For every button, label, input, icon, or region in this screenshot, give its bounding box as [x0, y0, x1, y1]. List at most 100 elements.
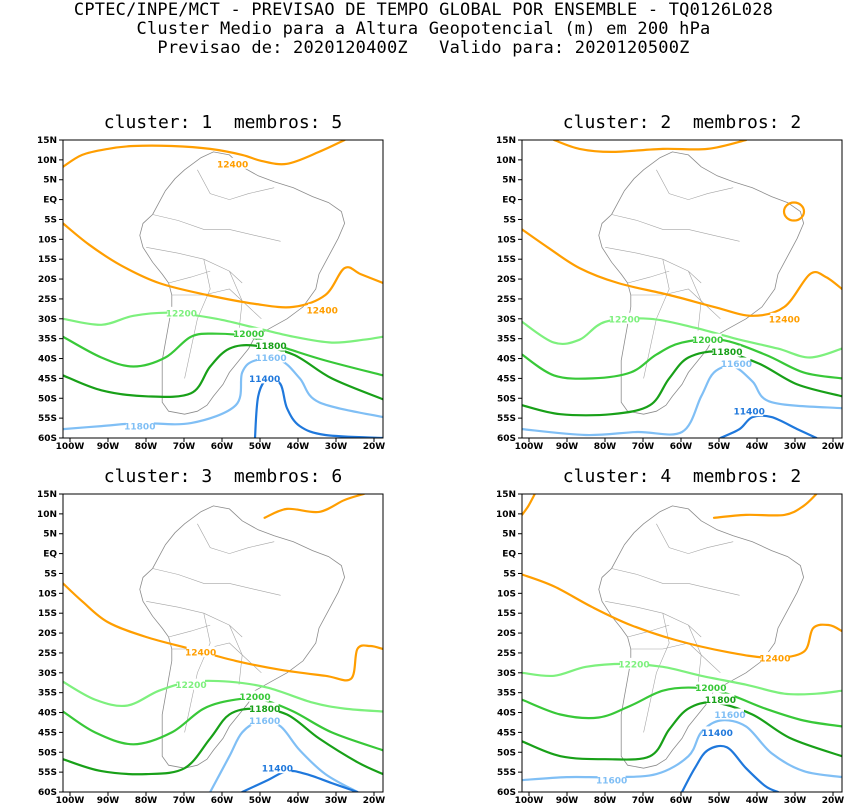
map-svg: 12400 12200 12000 11800 11600 11400 15N 10N 5N EQ… — [37, 490, 385, 803]
contour-label: 11800 — [249, 705, 280, 715]
contour-11800 — [63, 707, 383, 776]
contour-label-bg — [703, 726, 732, 738]
contour-label-bg — [760, 651, 789, 663]
lat-label: 5N — [502, 176, 516, 186]
contour-label: 11800 — [711, 348, 742, 358]
contour-11400 — [253, 376, 383, 438]
contour-label: 12000 — [692, 336, 723, 346]
contour-11600 — [63, 357, 383, 431]
contour-label-bg — [167, 306, 196, 318]
contour-label-bg — [308, 303, 337, 315]
lon-label: 40W — [287, 796, 310, 803]
lat-label: EQ — [502, 550, 516, 560]
lat-label: 30S — [38, 669, 57, 679]
panel-title: cluster: 4 membros: 2 — [562, 466, 802, 487]
coastline — [598, 151, 805, 415]
country-border — [229, 624, 243, 685]
contour-label: 11800 — [705, 696, 736, 706]
lon-label: 100W — [56, 796, 85, 803]
contour-label-bg — [597, 774, 626, 786]
lon-label: 60W — [670, 796, 693, 803]
contour-11400 — [241, 769, 359, 792]
lat-label: 30S — [497, 315, 516, 325]
contour-label-bg — [735, 405, 764, 417]
contour-label-bg — [706, 693, 735, 705]
lon-label: 80W — [594, 796, 617, 803]
lat-label: 45S — [497, 728, 516, 738]
lat-label: 20S — [497, 275, 516, 285]
cluster-map-panel: 12400 12200 12000 11800 11600 11400 15N 10N 5N EQ… — [37, 490, 385, 803]
contour-12400 — [712, 494, 818, 519]
cluster-map-panel: 12400 12200 12000 11800 11600 11400 11600 15N 10… — [496, 490, 844, 803]
contour-11600 — [522, 365, 842, 437]
lat-label: 40S — [497, 355, 516, 365]
contour-label: 11600 — [596, 777, 627, 787]
country-border — [630, 288, 721, 320]
lat-label: 15S — [38, 255, 57, 265]
lon-label: 30W — [325, 442, 348, 452]
lat-label: 10S — [38, 589, 57, 599]
coastline — [598, 505, 805, 769]
lon-label: 90W — [556, 442, 579, 452]
contour-label-bg — [234, 327, 263, 339]
lon-label: 50W — [708, 442, 731, 452]
lat-label: 5N — [43, 176, 57, 186]
lon-label: 70W — [632, 796, 655, 803]
lat-label: 20S — [38, 629, 57, 639]
country-border — [656, 169, 734, 200]
contour-12200 — [63, 311, 383, 344]
lon-label: 40W — [287, 442, 310, 452]
lat-label: 50S — [497, 748, 516, 758]
cluster-map-panel: 12400 12400 12200 12000 11800 11600 11400 11800… — [37, 136, 385, 452]
lat-label: 60S — [497, 788, 516, 798]
contour-label-bg — [250, 702, 279, 714]
lon-label: 50W — [708, 796, 731, 803]
lon-label: 70W — [632, 442, 655, 452]
contour-label-bg — [125, 420, 154, 432]
contour-12400 — [63, 582, 383, 682]
lat-label: 55S — [38, 768, 57, 778]
contour-label: 11400 — [249, 375, 280, 385]
contour-11600 — [209, 719, 359, 792]
lat-label: 20S — [38, 275, 57, 285]
country-border — [197, 169, 275, 200]
lat-label: 25S — [497, 295, 516, 305]
lon-label: 50W — [249, 796, 272, 803]
lon-label: 60W — [211, 796, 234, 803]
contour-12400-closed — [782, 201, 806, 222]
contour-label-bg — [250, 714, 279, 726]
country-border — [688, 270, 702, 331]
lat-label: 5S — [44, 215, 57, 225]
lat-label: 30S — [38, 315, 57, 325]
lon-label: 90W — [556, 796, 579, 803]
contour-label: 12200 — [166, 309, 197, 319]
contour-12000 — [522, 337, 842, 380]
contour-label: 12000 — [233, 330, 264, 340]
contour-label-bg — [250, 372, 279, 384]
lat-label: 55S — [497, 768, 516, 778]
contour-label: 11800 — [124, 423, 155, 433]
contour-11800 — [522, 350, 842, 417]
contour-label: 11400 — [734, 408, 765, 418]
lat-label: EQ — [43, 196, 57, 206]
contour-label-bg — [218, 157, 247, 169]
contour-label: 11600 — [721, 360, 752, 370]
lat-label: 45S — [497, 374, 516, 384]
lat-label: 45S — [38, 728, 57, 738]
contour-label: 11400 — [702, 729, 733, 739]
contour-label: 11800 — [255, 342, 286, 352]
country-border — [152, 568, 281, 596]
contour-12000 — [63, 332, 383, 377]
lat-label: 15N — [37, 490, 57, 500]
contour-label-bg — [696, 681, 725, 693]
panel-title: cluster: 2 membros: 2 — [562, 112, 802, 133]
lat-label: 10N — [37, 510, 57, 520]
header-line-1: CPTEC/INPE/MCT - PREVISAO DE TEMPO GLOBA… — [73, 0, 774, 20]
contour-11600 — [522, 719, 842, 782]
contour-label: 12400 — [217, 160, 248, 170]
lon-label: 40W — [746, 442, 769, 452]
country-border — [184, 613, 211, 733]
contour-11400 — [680, 744, 780, 792]
lat-label: 15N — [496, 136, 516, 146]
contour-label: 12400 — [185, 648, 216, 658]
